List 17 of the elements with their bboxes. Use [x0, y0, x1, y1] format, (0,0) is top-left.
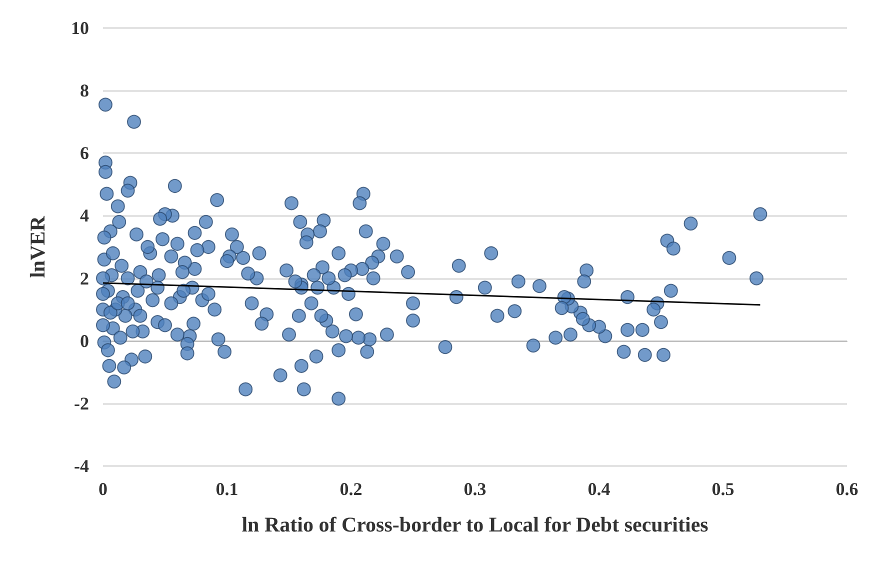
y-tick-label: -4 — [74, 456, 89, 476]
y-tick-label: -2 — [74, 393, 89, 414]
x-tick-label: 0.3 — [464, 479, 486, 499]
x-tick-label: 0.6 — [836, 479, 858, 499]
x-tick-label: 0.2 — [340, 479, 362, 499]
y-axis-title: lnVER — [26, 215, 50, 278]
y-tick-label: 2 — [80, 268, 89, 288]
x-tick-label: 0 — [98, 479, 108, 499]
x-tick-label: 0.4 — [588, 479, 610, 499]
y-tick-label: 0 — [80, 330, 89, 351]
x-tick-label: 0.1 — [216, 479, 238, 499]
y-tick-label: 4 — [80, 206, 89, 226]
y-tick-label: 8 — [80, 80, 89, 101]
y-tick-label: 6 — [80, 143, 89, 164]
x-axis-title: ln Ratio of Cross-border to Local for Debt securities — [242, 512, 708, 536]
y-tick-label: 10 — [71, 18, 89, 38]
x-tick-label: 0.5 — [712, 479, 734, 499]
